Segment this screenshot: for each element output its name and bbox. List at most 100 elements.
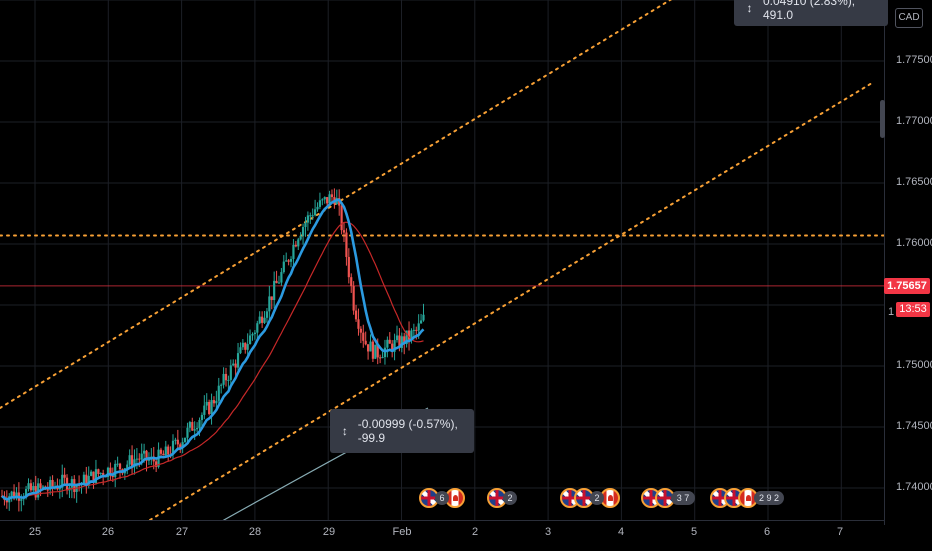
candle-body bbox=[294, 244, 297, 247]
candle-body bbox=[32, 486, 35, 491]
candle-body bbox=[405, 330, 408, 345]
candle-body bbox=[111, 475, 114, 477]
time-scale[interactable] bbox=[0, 520, 884, 551]
candle-body bbox=[224, 373, 228, 381]
candle-body bbox=[359, 328, 362, 333]
price-tick-label: 1.75000 bbox=[896, 359, 932, 371]
economic-event-group[interactable]: 6 bbox=[419, 486, 465, 510]
candle-body bbox=[391, 343, 394, 352]
candle-body bbox=[12, 491, 16, 499]
candles bbox=[0, 188, 425, 512]
date-tick-label: 26 bbox=[101, 526, 115, 538]
candle-body bbox=[46, 489, 49, 491]
candle-body bbox=[227, 379, 230, 381]
candle-body bbox=[24, 488, 28, 498]
price-tick-label: 1.74500 bbox=[896, 420, 932, 432]
event-count: 6 bbox=[435, 491, 449, 505]
candle-body bbox=[318, 200, 322, 207]
candle-body bbox=[58, 487, 61, 490]
candle-body bbox=[407, 330, 411, 340]
candle-body bbox=[326, 197, 329, 204]
candle-body bbox=[316, 206, 319, 210]
candle-body bbox=[261, 316, 264, 323]
candle-body bbox=[229, 365, 232, 380]
candle-body bbox=[128, 455, 131, 465]
candle-body bbox=[263, 317, 266, 323]
candle-body bbox=[301, 227, 305, 236]
economic-event-group[interactable]: 2 bbox=[487, 486, 517, 510]
candle-body bbox=[289, 258, 293, 262]
candle-body bbox=[304, 222, 307, 228]
last-price-label: 1.75657 bbox=[884, 278, 930, 294]
candle-body bbox=[133, 459, 136, 468]
candle-body bbox=[97, 469, 100, 474]
candle-body bbox=[292, 244, 295, 259]
candle-body bbox=[162, 453, 165, 456]
candle-body bbox=[181, 442, 184, 448]
candle-body bbox=[27, 483, 30, 489]
candle-body bbox=[347, 256, 350, 278]
candle-body bbox=[106, 467, 110, 478]
candle-body bbox=[174, 439, 177, 441]
candle-body bbox=[297, 239, 300, 247]
candle-body bbox=[403, 336, 406, 345]
candle-body bbox=[176, 439, 179, 445]
currency-badge[interactable]: CAD bbox=[895, 8, 923, 28]
partial-price-tick: 1 bbox=[888, 306, 895, 318]
economic-event-group[interactable]: 2 bbox=[560, 486, 620, 510]
candle-body bbox=[85, 474, 88, 486]
date-tick-label: 28 bbox=[248, 526, 262, 538]
candle-body bbox=[183, 437, 187, 443]
candle-body bbox=[280, 272, 283, 283]
candle-body bbox=[179, 444, 182, 448]
candle-body bbox=[198, 420, 201, 429]
price-range-measure-lower[interactable]: ↕ -0.00999 (-0.57%), -99.9 bbox=[330, 409, 474, 453]
candle-body bbox=[268, 296, 271, 312]
price-tick-label: 1.76000 bbox=[896, 237, 932, 249]
economic-event-group[interactable]: 3 7 bbox=[641, 486, 695, 510]
candle-body bbox=[388, 339, 391, 344]
candle-body bbox=[400, 336, 403, 349]
price-range-measure-upper[interactable]: ↕ 0.04910 (2.83%), 491.0 bbox=[734, 0, 888, 26]
date-tick-label: 3 bbox=[544, 526, 552, 538]
candle-body bbox=[386, 339, 389, 348]
candle-body bbox=[208, 401, 211, 415]
candle-body bbox=[412, 329, 415, 331]
event-count: 2 9 2 bbox=[754, 491, 784, 505]
candle-body bbox=[210, 400, 213, 415]
candle-body bbox=[167, 446, 170, 455]
date-tick-label: 2 bbox=[471, 526, 479, 538]
candle-body bbox=[273, 280, 276, 301]
economic-event-group[interactable]: 2 9 2 bbox=[710, 486, 784, 510]
price-scale[interactable] bbox=[884, 0, 932, 525]
candle-body bbox=[155, 461, 158, 467]
price-tick-label: 1.77000 bbox=[896, 115, 932, 127]
price-scale-handle[interactable] bbox=[880, 100, 885, 138]
candle-body bbox=[282, 261, 285, 273]
candle-body bbox=[299, 235, 302, 240]
candle-body bbox=[354, 310, 358, 320]
candle-body bbox=[306, 215, 309, 223]
candle-body bbox=[265, 311, 269, 318]
candle-body bbox=[345, 232, 348, 257]
candle-body bbox=[277, 282, 281, 284]
vertical-range-icon: ↕ bbox=[341, 424, 348, 438]
candle-body bbox=[63, 474, 66, 478]
candle-body bbox=[241, 342, 244, 348]
candle-body bbox=[328, 194, 331, 204]
candle-body bbox=[285, 260, 288, 262]
candle-body bbox=[61, 474, 64, 488]
event-count: 2 bbox=[590, 491, 604, 505]
candle-body bbox=[398, 335, 401, 349]
candle-body bbox=[82, 474, 86, 484]
candle-body bbox=[159, 449, 163, 454]
candle-body bbox=[251, 334, 254, 336]
candle-body bbox=[92, 471, 95, 484]
fast-moving-average bbox=[1, 198, 425, 501]
date-tick-label: 29 bbox=[322, 526, 336, 538]
candle-body bbox=[90, 471, 93, 476]
candle-body bbox=[258, 316, 261, 324]
candle-body bbox=[5, 499, 8, 503]
candle-body bbox=[417, 323, 420, 331]
